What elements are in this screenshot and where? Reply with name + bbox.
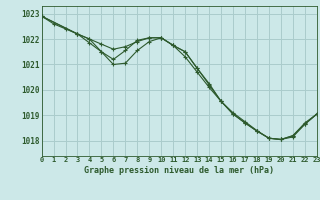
X-axis label: Graphe pression niveau de la mer (hPa): Graphe pression niveau de la mer (hPa) bbox=[84, 166, 274, 175]
